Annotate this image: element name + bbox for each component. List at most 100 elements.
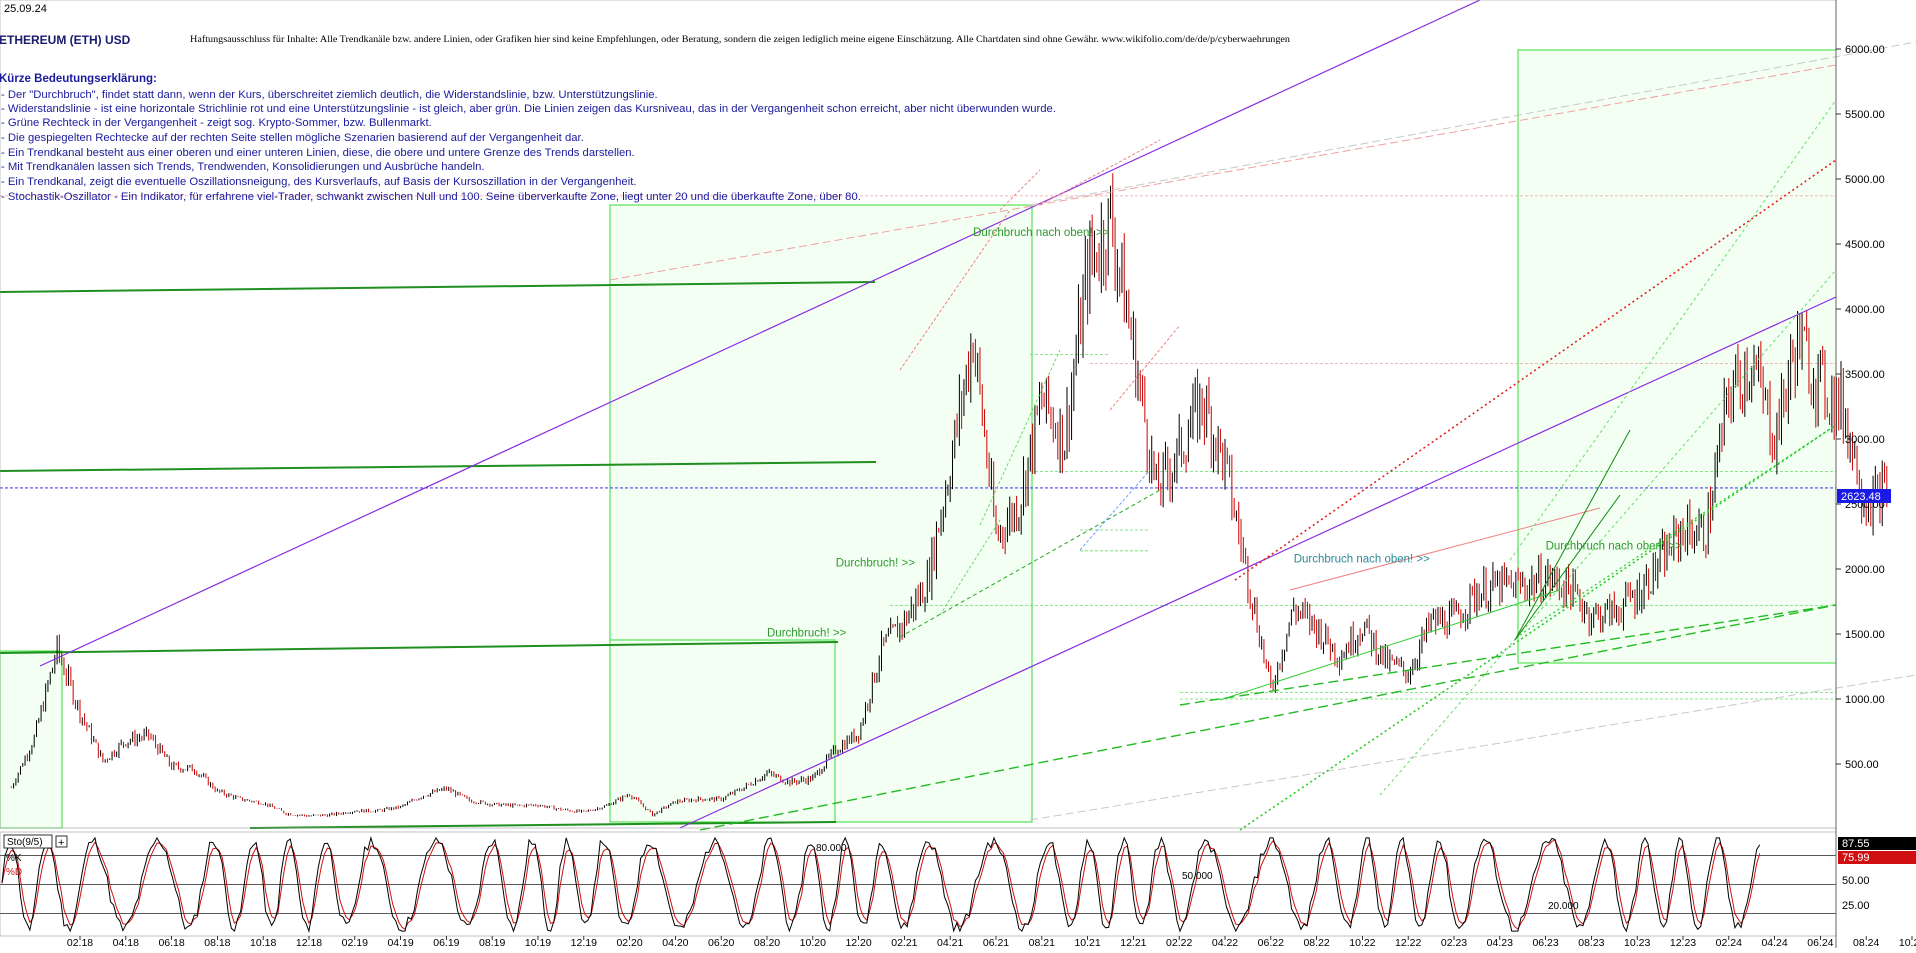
disclaimer: Haftungsausschluss für Inhalte: Alle Tre… bbox=[190, 34, 1290, 45]
y-tick-label: 1500.00 bbox=[1845, 629, 1885, 641]
trendline-support bbox=[1514, 494, 1621, 641]
trendline-support bbox=[1379, 269, 1837, 796]
current-price-label: 2623.48 bbox=[1841, 491, 1881, 503]
trendline-support bbox=[1519, 424, 1837, 636]
mirror-box bbox=[1517, 49, 1837, 664]
x-tick-label: 06.24 bbox=[1807, 937, 1833, 948]
trendline-grey bbox=[1029, 41, 1916, 206]
trendline-grey bbox=[1029, 674, 1916, 821]
level-50: 50.000 bbox=[1182, 871, 1213, 882]
y-tick-label: 4000.00 bbox=[1845, 304, 1885, 316]
bull-box bbox=[609, 639, 836, 823]
current-price-marker: 2623.48 bbox=[1837, 489, 1891, 503]
trendline-resistance bbox=[609, 64, 1837, 281]
y-tick-label: 1000.00 bbox=[1845, 694, 1885, 706]
legend-note: - Ein Trendkanal, zeigt die eventuelle O… bbox=[1, 176, 637, 188]
k-value: 87.55 bbox=[1842, 838, 1870, 850]
support-line bbox=[0, 641, 839, 654]
x-tick-label: 12.23 bbox=[1670, 937, 1696, 948]
osc-tick-50: 50.00 bbox=[1842, 875, 1870, 887]
x-tick-label: 10.20 bbox=[800, 937, 826, 948]
x-tick-label: 10.24 bbox=[1899, 937, 1916, 948]
x-tick-label: 12.21 bbox=[1120, 937, 1146, 948]
trendline-lower bbox=[679, 296, 1837, 829]
trendline-resistance bbox=[1039, 139, 1161, 206]
header-date: 25.09.24 bbox=[4, 3, 47, 15]
x-tick-label: 02.22 bbox=[1166, 937, 1192, 948]
y-tick-label: 6000.00 bbox=[1845, 44, 1885, 56]
legend-note: - Widerstandslinie - ist eine horizontal… bbox=[1, 103, 1056, 115]
x-tick-label: 10.22 bbox=[1349, 937, 1375, 948]
x-tick-label: 08.23 bbox=[1578, 937, 1604, 948]
support-line bbox=[0, 281, 876, 293]
support-line bbox=[0, 461, 877, 472]
legend-notes-title: Kürze Bedeutungserklärung: bbox=[0, 73, 157, 85]
x-tick-label: 02.18 bbox=[67, 937, 93, 948]
oscillator-label: Sto(9/5) bbox=[7, 837, 43, 848]
x-tick-label: 08.20 bbox=[754, 937, 780, 948]
trendline-support bbox=[1179, 604, 1837, 706]
x-tick-label: 04.18 bbox=[113, 937, 139, 948]
trendline-support bbox=[1509, 99, 1837, 561]
trendline-support bbox=[1514, 429, 1631, 641]
annotation-label: Durchbruch! >> bbox=[767, 628, 847, 640]
legend-notes: Kürze Bedeutungserklärung: - Der "Durchb… bbox=[0, 73, 1056, 203]
trendline-support bbox=[1219, 589, 1561, 701]
trendline-support bbox=[1079, 469, 1151, 551]
x-tick-label: 08.24 bbox=[1853, 937, 1879, 948]
y-tick-label: 5000.00 bbox=[1845, 174, 1885, 186]
bull-box bbox=[609, 204, 1033, 823]
x-tick-label: 10.18 bbox=[250, 937, 276, 948]
x-tick-label: 08.19 bbox=[479, 937, 505, 948]
annotation-label: Durchbruch nach oben! >> bbox=[1294, 554, 1430, 566]
y-tick-label: 2000.00 bbox=[1845, 564, 1885, 576]
y-tick-label: 3000.00 bbox=[1845, 434, 1885, 446]
chart-title: ETHEREUM (ETH) USD bbox=[0, 33, 131, 47]
d-value: 75.99 bbox=[1842, 852, 1870, 864]
trendline-resistance bbox=[1289, 507, 1601, 591]
x-tick-label: 12.20 bbox=[845, 937, 871, 948]
x-tick-label: 10.23 bbox=[1624, 937, 1650, 948]
x-tick-label: 08.22 bbox=[1303, 937, 1329, 948]
x-tick-label: 08.18 bbox=[204, 937, 230, 948]
osc-d-line bbox=[1, 839, 1761, 931]
legend-note: - Ein Trendkanal besteht aus einer obere… bbox=[1, 147, 635, 159]
annotation-label: Durchbruch! >> bbox=[836, 557, 916, 569]
x-tick-label: 06.22 bbox=[1258, 937, 1284, 948]
y-tick-label: 500.00 bbox=[1845, 759, 1879, 771]
y-tick-label: 5500.00 bbox=[1845, 109, 1885, 121]
legend-note: - Stochastik-Oszillator - Ein Indikator,… bbox=[1, 191, 861, 203]
x-tick-label: 02.23 bbox=[1441, 937, 1467, 948]
plus-icon: + bbox=[58, 837, 64, 849]
x-tick-label: 06.20 bbox=[708, 937, 734, 948]
trendline-support bbox=[1239, 424, 1837, 831]
x-tick-label: 06.21 bbox=[983, 937, 1009, 948]
osc-k-line bbox=[1, 836, 1761, 933]
trendline-support bbox=[939, 519, 1001, 616]
level-80: 80.000 bbox=[816, 843, 847, 854]
d-label: %D bbox=[6, 867, 22, 878]
x-tick-label: 04.21 bbox=[937, 937, 963, 948]
annotation-label: Durchbruch nach oben! >> bbox=[1546, 541, 1682, 553]
legend-note: - Die gespiegelten Rechtecke auf der rec… bbox=[1, 132, 584, 144]
trendline-resistance bbox=[999, 169, 1041, 211]
x-tick-label: 04.23 bbox=[1487, 937, 1513, 948]
oscillator-add-button[interactable] bbox=[55, 835, 68, 848]
x-tick-label: 08.21 bbox=[1029, 937, 1055, 948]
x-tick-label: 02.19 bbox=[342, 937, 368, 948]
x-tick-label: 06.19 bbox=[433, 937, 459, 948]
x-tick-label: 12.22 bbox=[1395, 937, 1421, 948]
trendline-support bbox=[899, 489, 1161, 638]
trendline-support bbox=[979, 349, 1061, 526]
candles bbox=[10, 173, 1888, 817]
annotation-label: Durchbruch nach oben! >> bbox=[973, 227, 1109, 239]
x-tick-label: 04.19 bbox=[387, 937, 413, 948]
x-tick-label: 02.24 bbox=[1716, 937, 1742, 948]
y-tick-label: 3500.00 bbox=[1845, 369, 1885, 381]
legend-note: - Grüne Rechteck in der Vergangenheit - … bbox=[1, 117, 432, 129]
x-tick-label: 10.21 bbox=[1074, 937, 1100, 948]
x-tick-label: 06.18 bbox=[158, 937, 184, 948]
trendline-resistance bbox=[1109, 324, 1181, 411]
trendline-support bbox=[699, 604, 1837, 831]
